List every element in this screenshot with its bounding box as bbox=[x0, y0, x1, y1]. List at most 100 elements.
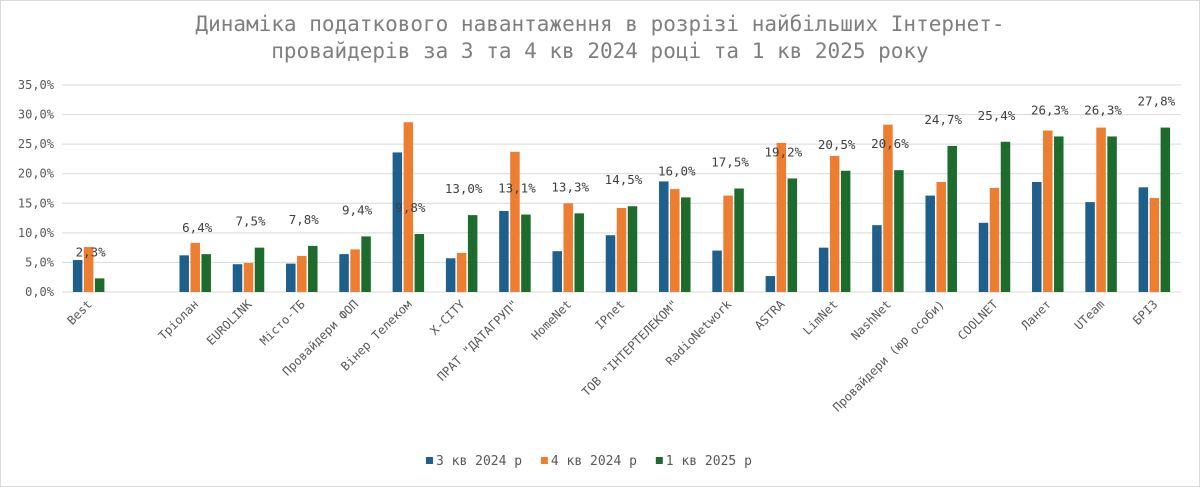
bar bbox=[94, 278, 105, 292]
y-tick-label: 15,0% bbox=[18, 196, 55, 210]
x-tick-label: COOLNET bbox=[955, 297, 1001, 343]
data-label: 6,4% bbox=[182, 220, 213, 235]
x-tick-label: HomeNet bbox=[529, 297, 575, 343]
chart-title-line-1: Динаміка податкового навантаження в розр… bbox=[195, 12, 1004, 36]
bar bbox=[947, 145, 957, 292]
y-tick-label: 0,0% bbox=[25, 285, 55, 299]
data-label: 9,4% bbox=[342, 202, 373, 217]
bar bbox=[776, 142, 787, 292]
data-label: 19,2% bbox=[765, 144, 803, 159]
bar bbox=[1054, 136, 1064, 292]
bar bbox=[681, 197, 691, 292]
bar bbox=[574, 213, 584, 292]
bar bbox=[286, 263, 296, 292]
bar bbox=[765, 276, 776, 292]
bar bbox=[1160, 127, 1171, 292]
bar bbox=[308, 245, 318, 292]
bar bbox=[723, 195, 733, 292]
bar bbox=[787, 178, 798, 292]
x-tick-label: БРІЗ bbox=[1130, 297, 1160, 327]
data-label: 13,3% bbox=[551, 179, 589, 194]
bar bbox=[190, 242, 200, 292]
y-tick-label: 30,0% bbox=[18, 108, 55, 122]
data-label: 7,8% bbox=[289, 212, 320, 227]
bar bbox=[232, 264, 243, 292]
bar bbox=[392, 152, 403, 292]
data-label: 13,0% bbox=[445, 181, 483, 196]
legend-swatch bbox=[426, 457, 433, 464]
bar bbox=[978, 222, 989, 292]
bar bbox=[414, 234, 425, 292]
x-tick-label: ТОВ "ІНТЕРТЕЛЕКОМ" bbox=[579, 297, 681, 399]
data-label: 20,6% bbox=[871, 136, 909, 151]
bar bbox=[840, 170, 851, 292]
data-label: 2,3% bbox=[76, 244, 107, 259]
x-tick-label: Провайдери (юр особи) bbox=[830, 297, 947, 414]
data-label: 14,5% bbox=[605, 172, 643, 187]
y-tick-label: 10,0% bbox=[18, 226, 55, 240]
chart-title-line-2: провайдерів за 3 та 4 кв 2024 році та 1 … bbox=[271, 39, 928, 63]
bar bbox=[936, 181, 946, 292]
data-label: 17,5% bbox=[711, 155, 749, 170]
legend-swatch bbox=[540, 457, 548, 464]
bar bbox=[456, 252, 467, 292]
data-labels: 2,3% 6,4% 7,5% 7,8% 9,4% 9,8% 13,0% 13,1% 13,3% 1… bbox=[76, 94, 1176, 260]
y-tick-label: 5,0% bbox=[25, 255, 55, 269]
bar bbox=[734, 188, 744, 292]
data-label: 9,8% bbox=[395, 200, 426, 215]
x-tick-label: Ланет bbox=[1018, 297, 1053, 332]
bar bbox=[670, 189, 680, 292]
bar bbox=[563, 203, 573, 292]
bar bbox=[883, 124, 893, 292]
chart-title: Динаміка податкового навантаження в розр… bbox=[195, 12, 1004, 63]
bar bbox=[201, 254, 211, 292]
bar bbox=[1000, 141, 1011, 292]
bar bbox=[361, 236, 371, 292]
bar bbox=[445, 258, 456, 292]
data-label: 20,5% bbox=[818, 137, 856, 152]
legend-label: 4 кв 2024 р bbox=[551, 454, 637, 469]
bar bbox=[872, 225, 882, 292]
bar bbox=[829, 155, 840, 292]
legend: 3 кв 2024 р 4 кв 2024 р 1 кв 2025 р bbox=[426, 454, 752, 469]
legend-label: 3 кв 2024 р bbox=[436, 454, 522, 469]
bar bbox=[1043, 130, 1053, 292]
y-tick-label: 25,0% bbox=[18, 137, 55, 151]
data-label: 7,5% bbox=[235, 214, 266, 229]
bar bbox=[1107, 136, 1117, 292]
data-label: 25,4% bbox=[978, 108, 1016, 123]
bar bbox=[616, 208, 627, 292]
x-tick-label: UTeam bbox=[1072, 297, 1107, 332]
x-tick-label: NashNet bbox=[848, 297, 894, 343]
bar bbox=[659, 181, 669, 292]
bar bbox=[243, 263, 254, 292]
data-label: 13,1% bbox=[498, 181, 536, 196]
x-tick-label: EUROLINK bbox=[204, 297, 255, 348]
bar bbox=[925, 195, 935, 292]
bar bbox=[83, 247, 94, 292]
bar bbox=[467, 215, 478, 292]
bar bbox=[1138, 187, 1149, 292]
bar bbox=[989, 187, 1000, 292]
legend-swatch bbox=[655, 457, 663, 464]
bar bbox=[179, 255, 189, 292]
x-tick-label: X-CITY bbox=[427, 297, 468, 338]
x-tick-label: LimNet bbox=[800, 297, 841, 338]
bar bbox=[1032, 181, 1042, 292]
bar bbox=[72, 260, 83, 292]
bar bbox=[552, 251, 562, 292]
bar bbox=[521, 214, 531, 292]
bar bbox=[627, 206, 638, 292]
bar bbox=[712, 250, 722, 292]
legend-label: 1 кв 2025 р bbox=[666, 454, 752, 469]
x-tick-label: Best bbox=[64, 297, 94, 327]
bar bbox=[499, 210, 509, 292]
x-tick-label: Тріолан bbox=[156, 297, 202, 343]
bar bbox=[339, 254, 349, 292]
data-label: 24,7% bbox=[924, 112, 962, 127]
y-tick-label: 20,0% bbox=[18, 167, 55, 181]
x-tick-label: IPnet bbox=[592, 297, 627, 332]
data-label: 27,8% bbox=[1138, 94, 1176, 109]
